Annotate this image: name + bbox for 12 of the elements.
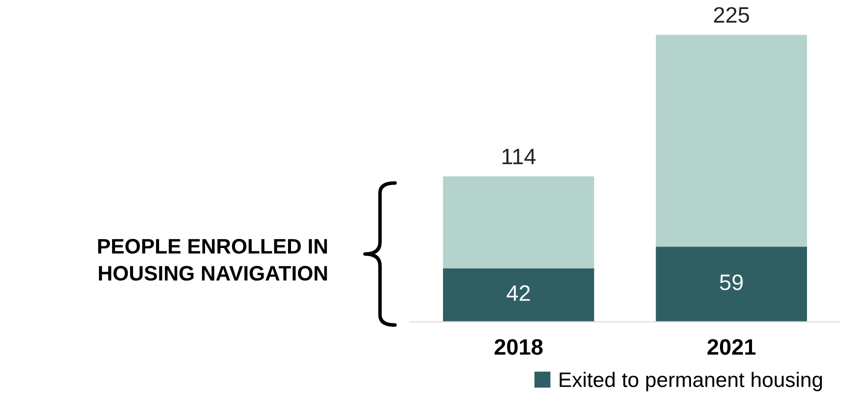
x-tick-label: 2018 bbox=[494, 339, 543, 355]
bar bbox=[442, 176, 594, 268]
bar bbox=[656, 246, 808, 322]
total-label: 114 bbox=[502, 148, 536, 164]
legend-label: Exited to permanent housing bbox=[560, 372, 822, 392]
total-label: 225 bbox=[714, 7, 750, 23]
bar bbox=[442, 268, 594, 322]
x-tick-label: 2021 bbox=[707, 339, 756, 355]
bar bbox=[656, 34, 808, 247]
y-axis-title: PEOPLE ENROLLED IN HOUSING NAVIGATION bbox=[98, 238, 327, 281]
data-label: 42 bbox=[506, 285, 530, 301]
data-label: 59 bbox=[720, 274, 743, 290]
